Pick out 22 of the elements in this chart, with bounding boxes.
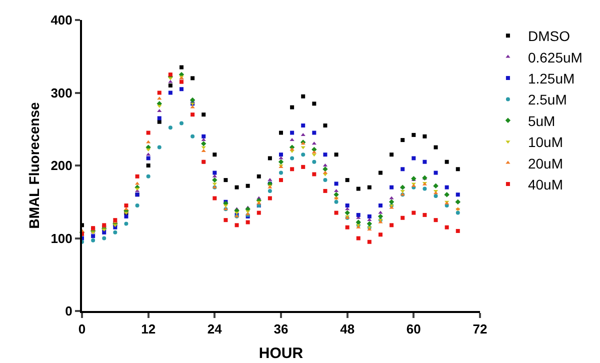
y-tick-label: 100 xyxy=(50,230,72,246)
legend-label: DMSO xyxy=(528,28,570,44)
x-tick-label: 72 xyxy=(472,322,488,337)
legend-label: 5uM xyxy=(528,112,556,129)
legend-label: 10uM xyxy=(528,134,563,150)
y-tick-label: 300 xyxy=(50,85,72,100)
legend-label: 2.5uM xyxy=(528,92,567,108)
x-tick-label: 24 xyxy=(207,322,223,337)
y-tick-label: 200 xyxy=(50,158,72,174)
legend-label: 1.25uM xyxy=(528,70,575,86)
x-tick-label: 60 xyxy=(406,322,421,337)
legend-label: 20uM xyxy=(528,155,563,172)
x-tick-label: 36 xyxy=(274,322,288,337)
x-tick-label: 0 xyxy=(78,322,86,337)
x-axis-title: HOUR xyxy=(258,345,304,362)
x-tick-label: 12 xyxy=(141,322,156,337)
y-axis-title: BMAL Fluorecense xyxy=(26,102,42,229)
y-tick-label: 0 xyxy=(65,304,72,319)
y-tick-label: 400 xyxy=(50,12,72,28)
legend-label: 0.625uM xyxy=(528,49,582,66)
x-tick-label: 48 xyxy=(340,322,355,337)
legend-label: 40uM xyxy=(528,176,563,192)
